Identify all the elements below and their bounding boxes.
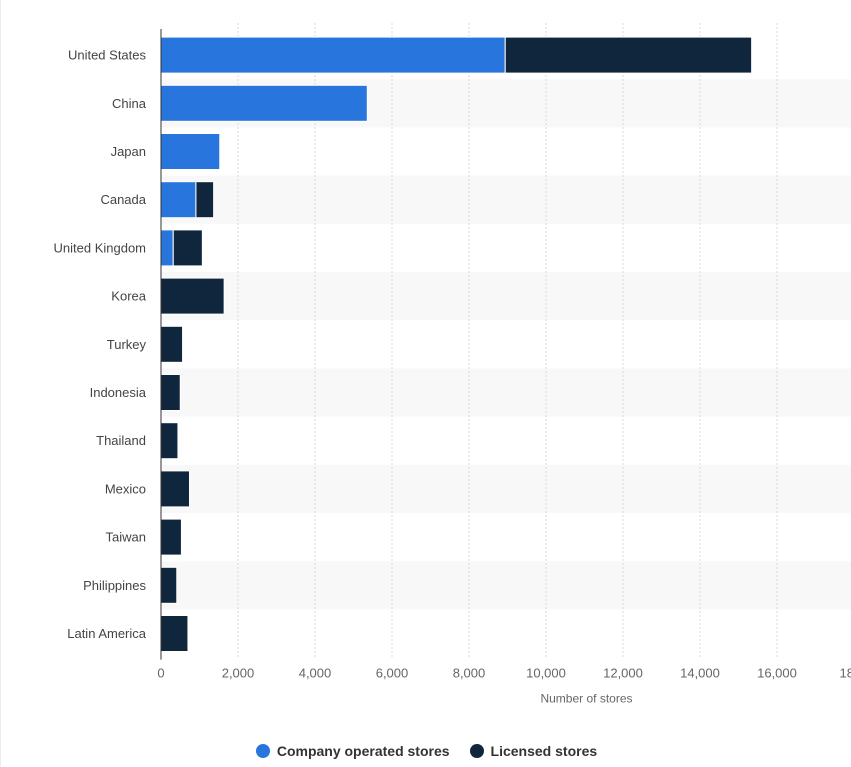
- bar-company-operated[interactable]: [160, 84, 368, 122]
- category-label: Turkey: [107, 337, 147, 352]
- bar-licensed[interactable]: [160, 422, 179, 460]
- x-tick-label: 14,000: [680, 666, 720, 681]
- x-tick-label: 0: [157, 666, 164, 681]
- legend-marker: [255, 744, 270, 758]
- row-band: [161, 175, 851, 224]
- x-tick-labels: 0 2,000 4,000 6,000 8,000 10,000 12,000 14,000 1…: [157, 666, 851, 681]
- bar-company-operated[interactable]: [160, 36, 506, 74]
- category-label: Indonesia: [90, 385, 147, 400]
- category-label: China: [112, 96, 147, 111]
- row-bands: [161, 79, 851, 610]
- category-label: United Kingdom: [54, 240, 147, 255]
- row-band: [161, 272, 851, 321]
- bar-licensed[interactable]: [172, 229, 203, 267]
- bar-licensed[interactable]: [160, 470, 190, 508]
- category-label: Thailand: [96, 433, 146, 448]
- row-band: [161, 368, 851, 417]
- category-label: Canada: [100, 192, 146, 207]
- bars: [160, 36, 753, 652]
- row-band: [161, 561, 851, 610]
- legend-label: Licensed stores: [490, 743, 598, 759]
- x-tick-label: 18,...: [840, 666, 851, 681]
- x-tick-label: 10,000: [526, 666, 566, 681]
- category-labels: United States China Japan Canada United King…: [54, 48, 147, 641]
- x-tick-label: 6,000: [376, 666, 409, 681]
- bar-licensed[interactable]: [504, 36, 753, 74]
- x-axis-title: Number of stores: [540, 692, 632, 706]
- bar-company-operated[interactable]: [160, 181, 197, 219]
- legend-item-company-operated[interactable]: Company operated stores: [255, 743, 450, 759]
- category-label: Taiwan: [106, 530, 146, 545]
- legend-label: Company operated stores: [276, 743, 450, 759]
- legend-item-licensed[interactable]: Licensed stores: [469, 743, 598, 759]
- x-tick-label: 8,000: [453, 666, 486, 681]
- category-label: Mexico: [105, 481, 146, 496]
- x-tick-label: 12,000: [603, 666, 643, 681]
- bar-licensed[interactable]: [160, 374, 181, 411]
- x-tick-label: 2,000: [222, 666, 255, 681]
- bar-licensed[interactable]: [160, 518, 182, 556]
- bar-licensed[interactable]: [160, 277, 225, 315]
- bar-licensed[interactable]: [160, 325, 184, 363]
- category-label: Latin America: [67, 626, 147, 641]
- bar-licensed[interactable]: [160, 615, 189, 652]
- bar-chart: United States China Japan Canada United King…: [54, 23, 851, 706]
- x-tick-label: 16,000: [757, 666, 797, 681]
- category-label: Korea: [111, 289, 146, 304]
- legend: Company operated stores Licensed stores: [1, 738, 851, 764]
- bar-company-operated[interactable]: [160, 133, 221, 170]
- category-label: United States: [68, 48, 147, 63]
- category-label: Japan: [111, 144, 146, 159]
- bar-company-operated[interactable]: [160, 229, 174, 267]
- legend-marker: [469, 744, 484, 758]
- category-label: Philippines: [83, 578, 146, 593]
- bar-licensed[interactable]: [160, 566, 178, 604]
- row-band: [161, 464, 851, 513]
- gridlines: [237, 23, 778, 658]
- bar-licensed[interactable]: [195, 181, 215, 219]
- x-tick-label: 4,000: [299, 666, 332, 681]
